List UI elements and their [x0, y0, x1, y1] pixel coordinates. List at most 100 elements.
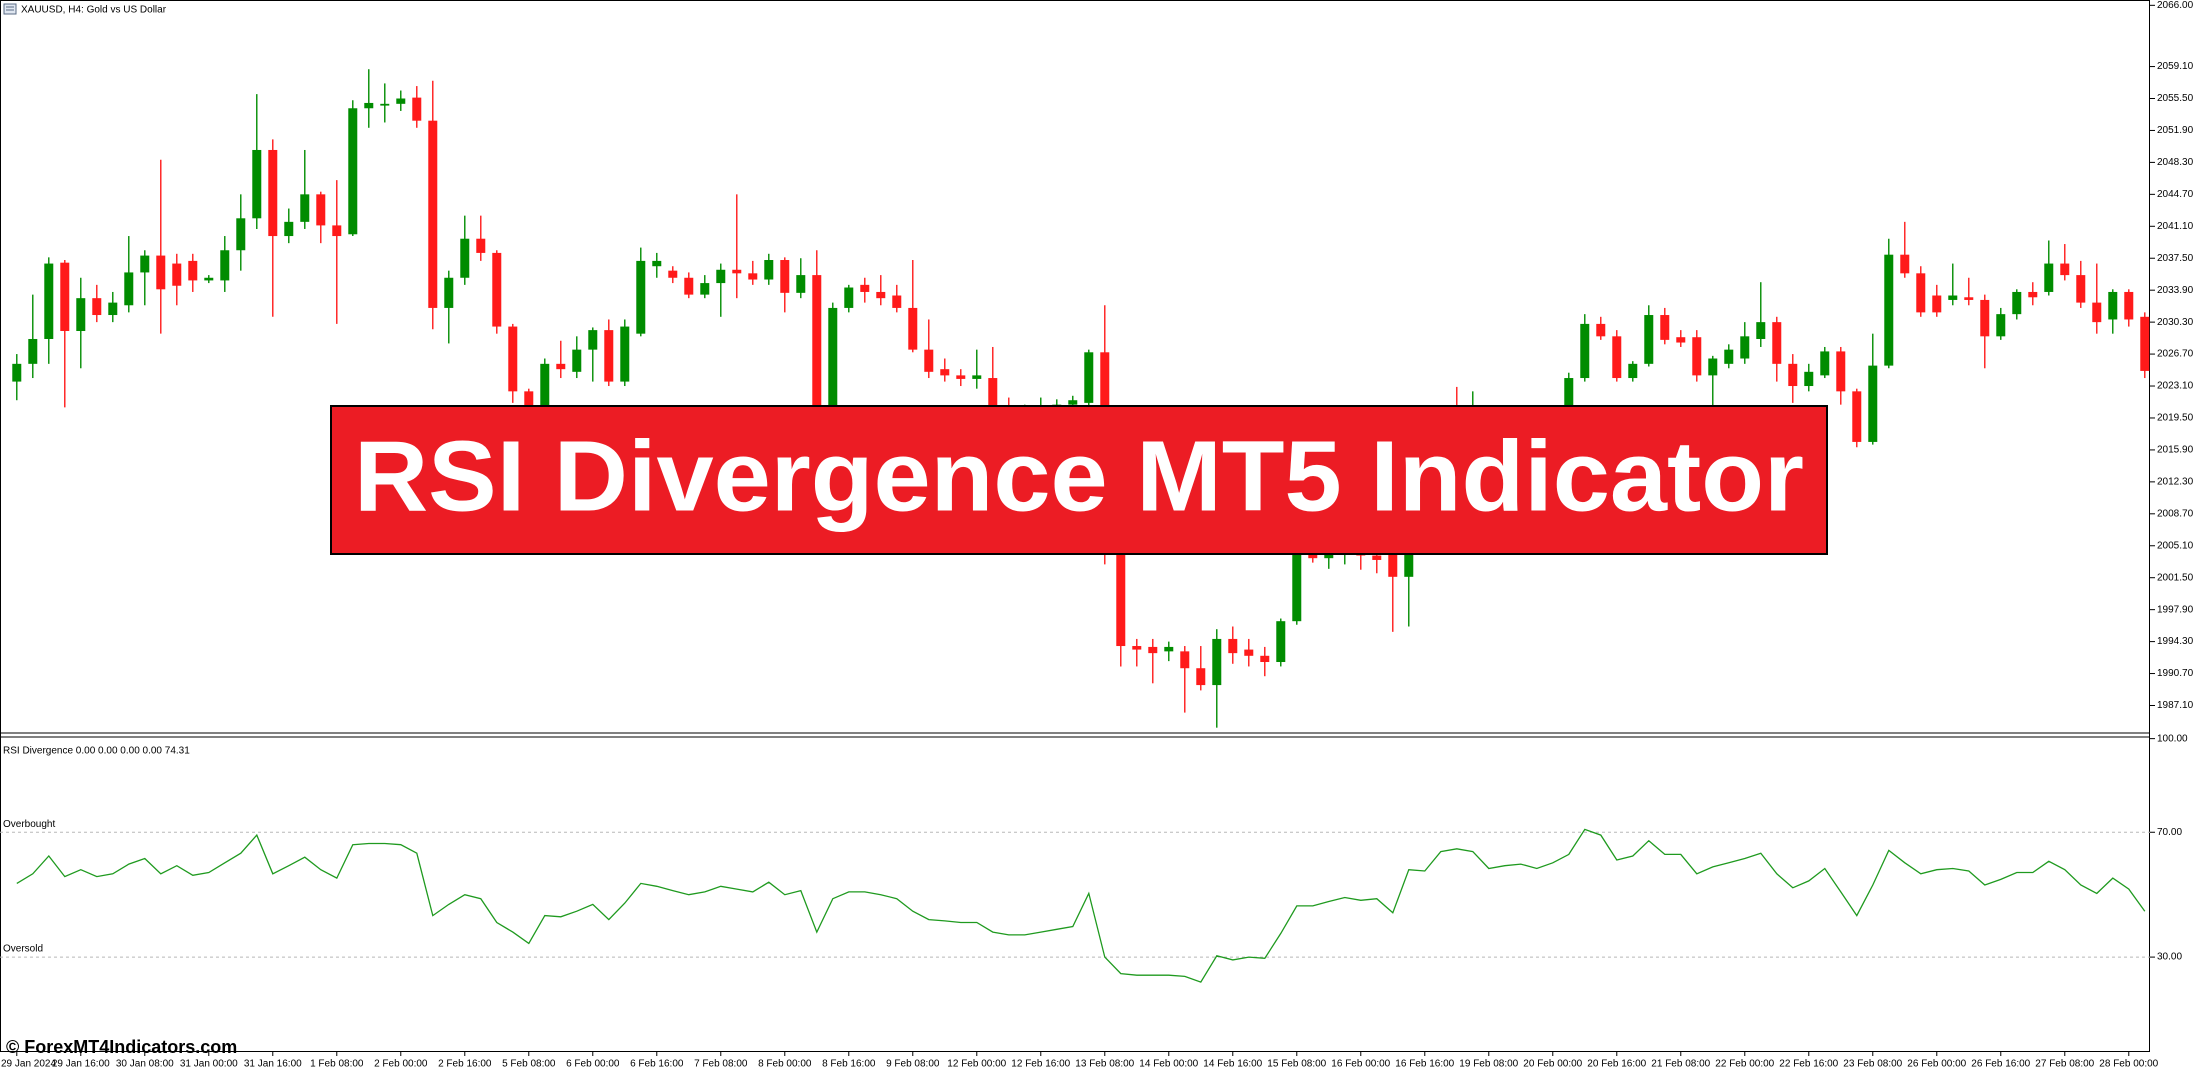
x-tick-label: 14 Feb 16:00	[1203, 1059, 1262, 1070]
y-tick-label: 100.00	[2157, 733, 2188, 744]
candle-body	[2092, 302, 2102, 323]
candle-body	[860, 284, 870, 292]
x-tick-label: 31 Jan 00:00	[180, 1059, 238, 1070]
candle-body	[44, 263, 54, 339]
candle-body	[572, 349, 582, 372]
candle-body	[604, 330, 614, 382]
candle-body	[1836, 351, 1846, 392]
candle-body	[236, 218, 246, 251]
candle-body	[108, 302, 118, 316]
candle-body	[524, 391, 534, 418]
candle-body	[828, 307, 838, 418]
candle-body	[12, 363, 22, 382]
y-tick-label: 2059.10	[2157, 61, 2193, 72]
candle-body	[1644, 315, 1654, 364]
candle-body	[668, 270, 678, 278]
candle-body	[172, 263, 182, 286]
y-tick-label: 30.00	[2157, 952, 2182, 963]
candle-body	[1772, 322, 1782, 364]
candle-body	[1884, 254, 1894, 366]
x-tick-label: 31 Jan 16:00	[244, 1059, 302, 1070]
x-tick-label: 2 Feb 16:00	[438, 1059, 492, 1070]
banner: RSI Divergence MT5 Indicator	[330, 405, 1828, 555]
candle-body	[1804, 371, 1814, 387]
y-tick-label: 2048.30	[2157, 157, 2193, 168]
candle-body	[1388, 537, 1398, 577]
x-tick-label: 15 Feb 08:00	[1267, 1059, 1326, 1070]
y-tick-label: 2044.70	[2157, 189, 2193, 200]
x-tick-label: 6 Feb 16:00	[630, 1059, 684, 1070]
candle-body	[60, 262, 70, 332]
candle-body	[1612, 336, 1622, 379]
candle-body	[620, 326, 630, 382]
candle-body	[2028, 291, 2038, 298]
candle-body	[2124, 291, 2134, 320]
candle-body	[1676, 337, 1686, 343]
candle-body	[412, 97, 422, 121]
y-tick-label: 2055.50	[2157, 93, 2193, 104]
x-tick-label: 19 Feb 08:00	[1459, 1059, 1518, 1070]
x-tick-label: 8 Feb 00:00	[758, 1059, 812, 1070]
candle-body	[1164, 646, 1174, 652]
candle-body	[652, 260, 662, 267]
candle-body	[780, 260, 790, 293]
candle-body	[444, 277, 454, 308]
candle-body	[1980, 299, 1990, 337]
candle-body	[1580, 323, 1590, 379]
candle-body	[316, 194, 326, 226]
candle-body	[1852, 391, 1862, 442]
x-tick-label: 23 Feb 08:00	[1843, 1059, 1902, 1070]
candle-body	[892, 295, 902, 308]
banner-title: RSI Divergence MT5 Indicator	[354, 420, 1804, 532]
x-tick-label: 16 Feb 00:00	[1331, 1059, 1390, 1070]
candle-body	[2044, 263, 2054, 292]
candle-body	[1740, 336, 1750, 359]
candle-body	[1932, 295, 1942, 313]
candle-body	[732, 269, 742, 274]
x-tick-label: 22 Feb 00:00	[1715, 1059, 1774, 1070]
x-tick-label: 21 Feb 08:00	[1651, 1059, 1710, 1070]
y-tick-label: 2023.10	[2157, 381, 2193, 392]
y-tick-label: 1994.30	[2157, 636, 2193, 647]
candle-body	[940, 369, 950, 376]
x-tick-label: 7 Feb 08:00	[694, 1059, 748, 1070]
y-tick-label: 2033.90	[2157, 285, 2193, 296]
rsi-line	[16, 828, 2146, 983]
candle-body	[908, 307, 918, 350]
level-label: Overbought	[3, 819, 55, 830]
candle-body	[1372, 555, 1382, 560]
candle-body	[380, 103, 390, 106]
x-tick-label: 6 Feb 00:00	[566, 1059, 620, 1070]
y-tick-label: 1987.10	[2157, 700, 2193, 711]
candle-body	[284, 221, 294, 237]
candle-body	[1212, 638, 1222, 686]
x-tick-label: 12 Feb 16:00	[1011, 1059, 1070, 1070]
candle-body	[1276, 621, 1286, 663]
x-tick-label: 30 Jan 08:00	[116, 1059, 174, 1070]
x-tick-label: 12 Feb 00:00	[947, 1059, 1006, 1070]
x-tick-label: 5 Feb 08:00	[502, 1059, 556, 1070]
y-tick-label: 2019.50	[2157, 413, 2193, 424]
candle-body	[1868, 365, 1878, 442]
candle-body	[1196, 668, 1206, 686]
x-tick-label: 20 Feb 00:00	[1523, 1059, 1582, 1070]
x-tick-label: 2 Feb 00:00	[374, 1059, 428, 1070]
candle-body	[1084, 352, 1094, 403]
candle-body	[476, 238, 486, 253]
candle-body	[844, 287, 854, 308]
candle-body	[1996, 314, 2006, 337]
candle-body	[2060, 263, 2070, 276]
candle-body	[124, 272, 134, 306]
candle-body	[332, 225, 342, 237]
candle-body	[764, 260, 774, 280]
candle-body	[188, 260, 198, 281]
y-tick-label: 1990.70	[2157, 668, 2193, 679]
candle-body	[492, 252, 502, 327]
candle-body	[1308, 552, 1318, 559]
candle-body	[1564, 378, 1574, 432]
x-tick-label: 9 Feb 08:00	[886, 1059, 940, 1070]
y-tick-label: 2037.50	[2157, 253, 2193, 264]
banner-box	[330, 405, 1828, 555]
